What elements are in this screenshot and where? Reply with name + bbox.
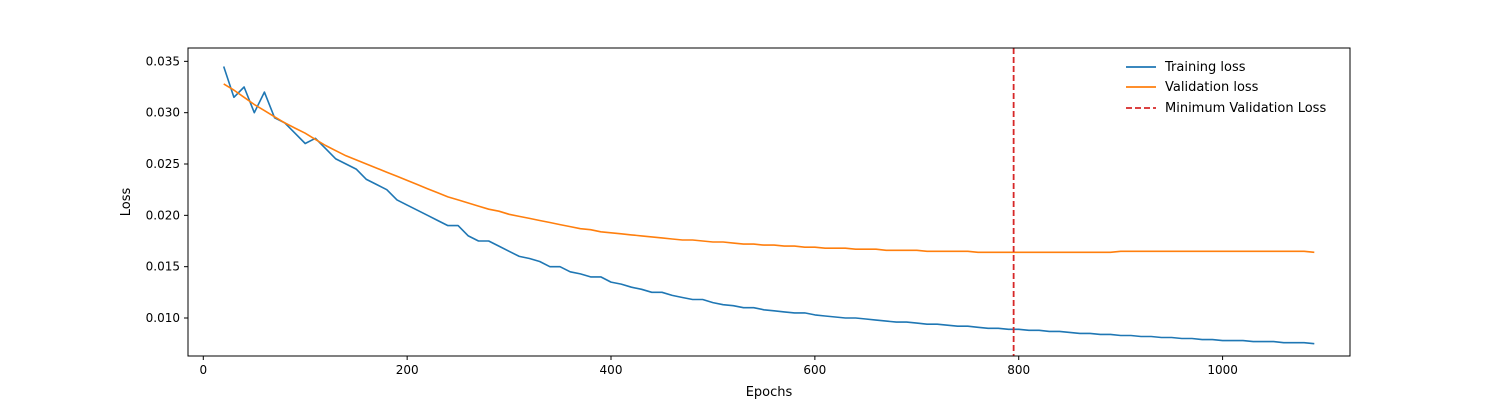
x-axis-ticks: 0 200 400 600 800 1000 (199, 356, 1238, 377)
y-tick-label: 0.020 (146, 208, 180, 222)
x-tick-label: 0 (199, 363, 207, 377)
x-tick-label: 800 (1007, 363, 1030, 377)
x-tick-label: 400 (600, 363, 623, 377)
y-tick-label: 0.035 (146, 54, 180, 68)
series-line-validation-loss (223, 83, 1315, 254)
y-tick-label: 0.010 (146, 311, 180, 325)
y-axis-label: Loss (119, 188, 134, 217)
x-tick-label: 600 (803, 363, 826, 377)
y-axis-ticks: 0.010 0.015 0.020 0.025 0.030 0.035 (146, 54, 188, 325)
y-tick-label: 0.015 (146, 260, 180, 274)
x-tick-label: 1000 (1207, 363, 1238, 377)
x-tick-label: 200 (396, 363, 419, 377)
y-tick-label: 0.025 (146, 157, 180, 171)
plot-area (222, 48, 1315, 356)
y-tick-label: 0.030 (146, 106, 180, 120)
legend-label-minimum-validation-loss: Minimum Validation Loss (1165, 101, 1326, 116)
legend-label-validation-loss: Validation loss (1165, 80, 1259, 95)
legend-label-training-loss: Training loss (1164, 60, 1246, 75)
series-line-training-loss (222, 66, 1315, 345)
x-axis-label: Epochs (746, 385, 793, 400)
legend: Training loss Validation loss Minimum Va… (1126, 60, 1326, 116)
plot-frame (187, 47, 1351, 357)
